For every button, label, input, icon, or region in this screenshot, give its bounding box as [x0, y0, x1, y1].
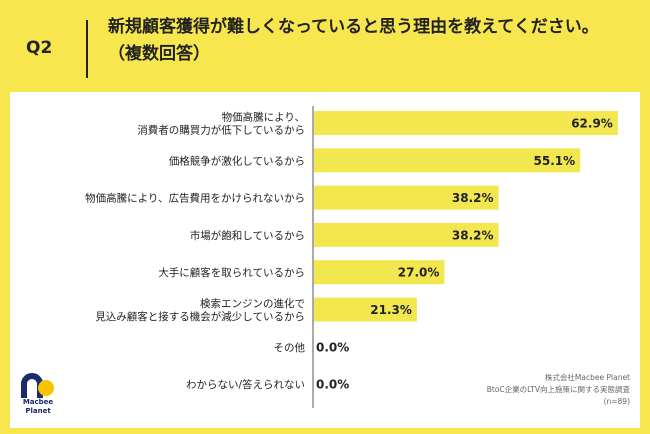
chart-panel: 62.9% 物価高騰により、消費者の購買力が低下しているから 55.1% 価格競争が激…	[10, 92, 640, 428]
category-label: 市場が飽和しているから	[190, 229, 305, 242]
category-label-line: 見込み顧客と接する機会が減少しているから	[95, 310, 305, 323]
category-label-line: 市場が飽和しているから	[190, 229, 305, 242]
bar-value-label: 21.3%	[370, 303, 412, 317]
question-number: Q2	[26, 38, 53, 58]
logo-text-line2: Planet	[25, 407, 51, 415]
bar-value-label: 62.9%	[571, 117, 613, 131]
bar	[314, 111, 618, 135]
category-label: 価格競争が激化しているから	[169, 154, 305, 167]
footer-sample: (n=89)	[603, 397, 630, 406]
bar	[314, 297, 417, 322]
category-label: その他	[274, 341, 306, 354]
category-label: 大手に顧客を取られているから	[158, 266, 305, 279]
footer-company: 株式会社Macbee Planet	[544, 373, 630, 382]
logo-text-line1: Macbee	[22, 398, 54, 406]
category-label: わからない/答えられない	[186, 378, 305, 391]
bar-value-label: 38.2%	[452, 228, 494, 242]
category-label: 物価高騰により、消費者の購買力が低下しているから	[137, 111, 305, 137]
category-label-line: 物価高騰により、広告費用をかけられないから	[85, 192, 305, 205]
footer-survey: BtoC企業のLTV向上施策に関する実態調査	[486, 385, 630, 394]
category-label-line: 大手に顧客を取られているから	[158, 266, 305, 279]
category-label: 検索エンジンの進化で見込み顧客と接する機会が減少しているから	[95, 297, 305, 323]
bar-chart: 62.9% 物価高騰により、消費者の購買力が低下しているから 55.1% 価格競争が激…	[85, 106, 618, 408]
macbee-planet-logo	[16, 370, 60, 428]
header: Q2 新規顧客獲得が難しくなっていると思う理由を教えてください。（複数回答）	[0, 0, 650, 86]
category-label-line: 消費者の購買力が低下しているから	[137, 124, 305, 137]
header-divider	[86, 20, 88, 78]
bar-value-label: 0.0%	[316, 378, 349, 392]
bar	[314, 222, 499, 247]
bar-value-label: 0.0%	[316, 340, 349, 354]
bar	[314, 148, 581, 173]
category-label-line: 物価高騰により、	[222, 111, 305, 124]
category-label-line: わからない/答えられない	[186, 378, 305, 391]
category-label: 物価高騰により、広告費用をかけられないから	[85, 192, 305, 205]
bar-value-label: 38.2%	[452, 191, 494, 205]
bar-value-label: 55.1%	[534, 154, 576, 168]
logo-mark-icon	[21, 373, 54, 398]
footer-credit: 株式会社Macbee Planet BtoC企業のLTV向上施策に関する実態調査…	[487, 372, 630, 408]
question-title: 新規顧客獲得が難しくなっていると思う理由を教えてください。（複数回答）	[108, 17, 599, 64]
bar	[314, 260, 445, 285]
bar-value-label: 27.0%	[398, 266, 440, 280]
bar	[314, 185, 499, 210]
logo-text: Macbee Planet	[12, 398, 64, 416]
category-label-line: その他	[274, 341, 306, 354]
category-label-line: 検索エンジンの進化で	[200, 297, 305, 310]
category-label-line: 価格競争が激化しているから	[169, 154, 305, 167]
